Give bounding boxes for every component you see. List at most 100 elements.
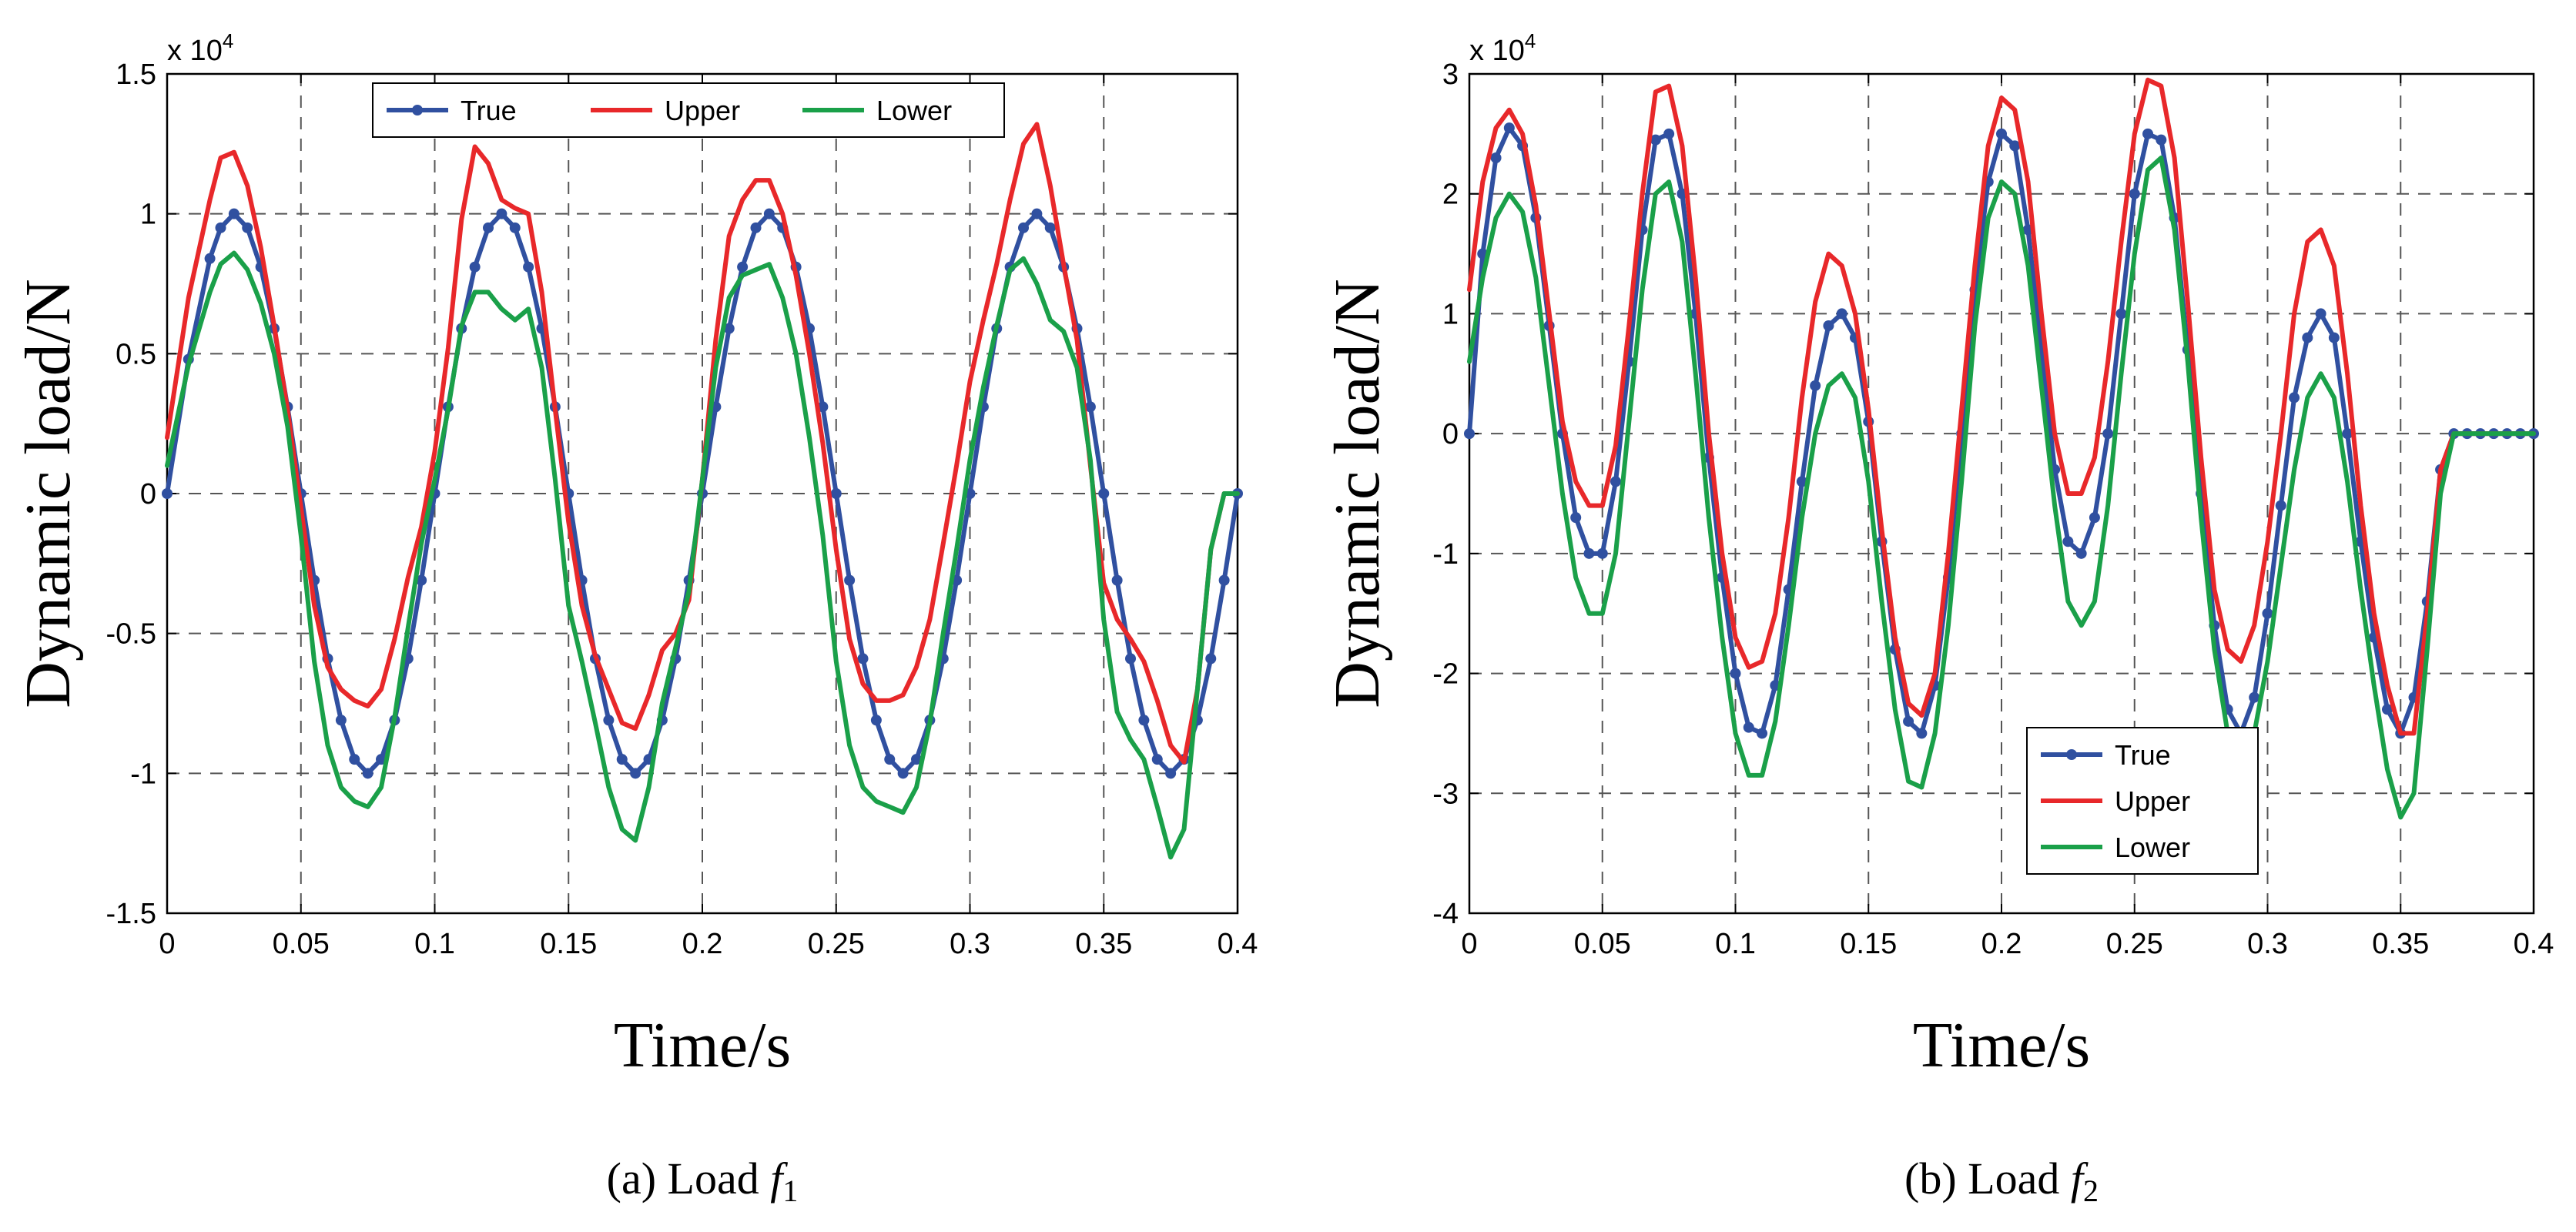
data-point-true (228, 208, 240, 219)
caption-prefix: (a) (607, 1153, 668, 1204)
data-point-true (630, 768, 641, 779)
data-point-true (1836, 308, 1847, 320)
data-point-true (1823, 320, 1834, 331)
y-tick-label: 2 (1442, 179, 1459, 211)
y-tick-label: -2 (1432, 658, 1459, 691)
data-point-true (830, 488, 842, 499)
legend-marker-true (2066, 749, 2077, 760)
x-tick-label: 0.4 (2514, 928, 2554, 960)
x-tick-label: 0.1 (414, 928, 455, 960)
data-point-true (763, 208, 775, 219)
x-tick-label: 0.25 (2106, 928, 2163, 960)
data-point-true (1663, 128, 1675, 139)
data-point-true (2328, 332, 2340, 343)
data-point-true (469, 261, 481, 273)
data-point-true (2075, 547, 2087, 559)
x-tick-label: 0.2 (1981, 928, 2022, 960)
data-point-true (2142, 128, 2154, 139)
caption-prefix: (b) (1904, 1153, 1968, 1204)
x-tick-label: 0.15 (1840, 928, 1897, 960)
x-tick-label: 0.2 (682, 928, 723, 960)
data-point-true (1503, 122, 1515, 134)
legend-marker-true (412, 105, 423, 116)
x-tick-label: 0.3 (2247, 928, 2288, 960)
data-point-true (2129, 188, 2140, 199)
data-point-true (1084, 401, 1096, 413)
data-point-true (2315, 308, 2326, 320)
y-tick-label: -3 (1432, 778, 1459, 810)
data-point-true (723, 323, 735, 334)
data-point-true (2289, 392, 2300, 403)
x-tick-label: 0.05 (1574, 928, 1631, 960)
data-point-true (242, 222, 253, 233)
caption-text: Load (1968, 1153, 2071, 1204)
x-axis-label: Time/s (614, 1009, 791, 1081)
data-point-true (1111, 574, 1123, 586)
y-tick-label: -1 (1432, 538, 1459, 571)
data-point-true (857, 653, 869, 665)
data-point-true (496, 208, 507, 219)
data-point-true (2262, 608, 2273, 619)
x-tick-label: 0.1 (1715, 928, 1756, 960)
data-point-true (483, 222, 494, 233)
data-point-true (1916, 728, 1928, 739)
data-point-true (1610, 476, 1622, 487)
data-point-true (2009, 140, 2021, 152)
data-point-true (1796, 476, 1807, 487)
data-point-true (1757, 728, 1768, 739)
data-point-true (750, 222, 762, 233)
legend: True Upper Lower (372, 82, 1005, 138)
data-point-true (603, 715, 615, 726)
chart-panel-1: 0 0.05 0.1 0.15 0.2 0.25 0.3 0.35 0.4 -1.5 -1 -0.5 0… (12, 29, 1258, 1208)
data-point-true (2381, 704, 2393, 715)
series-line-lower (1467, 156, 2536, 820)
legend-label-true: True (2115, 739, 2171, 771)
x-tick-label: 0.15 (540, 928, 597, 960)
data-point-true (1018, 222, 1029, 233)
data-point-true (349, 754, 360, 765)
data-point-true (1743, 721, 1754, 733)
y-tick-label: -0.5 (106, 618, 156, 651)
y-axis-label: Dynamic load/N (1321, 279, 1393, 708)
data-point-true (1218, 574, 1230, 586)
data-point-true (870, 715, 882, 726)
y-tick-label: 0.5 (116, 338, 156, 370)
data-point-true (2115, 308, 2127, 320)
caption-subscript: 2 (2083, 1173, 2099, 1208)
data-point-true (616, 754, 628, 765)
data-point-true (1138, 715, 1150, 726)
y-tick-label: -4 (1432, 898, 1459, 930)
data-point-true (523, 261, 534, 273)
panel-caption: (b) Load f2 (1904, 1153, 2099, 1208)
data-point-true (2342, 428, 2353, 440)
data-point-true (1165, 768, 1177, 779)
data-point-true (1810, 380, 1821, 391)
data-point-true (2062, 536, 2074, 547)
data-point-true (844, 574, 856, 586)
y-tick-label: 0 (1442, 418, 1459, 450)
legend-label-upper: Upper (2115, 785, 2190, 817)
chart-panel-2: 0 0.05 0.1 0.15 0.2 0.25 0.3 0.35 0.4 -4 -3 -2 -1 0 1 2… (1321, 29, 2554, 1208)
data-point-true (162, 488, 173, 499)
data-point-true (335, 715, 347, 726)
data-point-true (416, 574, 427, 586)
y-tick-label: 1.5 (116, 59, 156, 91)
data-point-true (2156, 134, 2167, 146)
data-point-true (2302, 332, 2313, 343)
x-tick-label: 0.3 (950, 928, 990, 960)
data-point-true (1464, 428, 1475, 440)
y-tick-label: 1 (140, 199, 156, 231)
series-line-lower (165, 250, 1240, 860)
data-point-true (1125, 653, 1136, 665)
legend: True Upper Lower (2026, 727, 2259, 875)
data-point-true (1151, 754, 1163, 765)
data-point-true (1044, 222, 1056, 233)
legend-label-lower: Lower (876, 95, 952, 126)
y-tick-label: 3 (1442, 59, 1459, 91)
y-axis-label: Dynamic load/N (12, 279, 84, 708)
data-point-true (1596, 547, 1608, 559)
x-tick-label: 0.05 (273, 928, 330, 960)
data-point-true (1570, 512, 1582, 524)
x-tick-label: 0.35 (1075, 928, 1132, 960)
